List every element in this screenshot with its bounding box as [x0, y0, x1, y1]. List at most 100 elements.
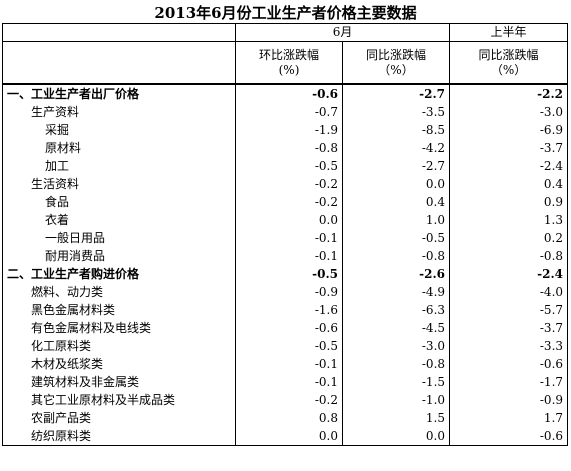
value-cell: -0.8 [235, 139, 343, 157]
header-unit: （%） [378, 62, 414, 77]
row-label: 纺织原料类 [31, 429, 92, 443]
header-col: 同比涨跌幅 （%） [341, 41, 450, 85]
value-cell: -4.0 [449, 283, 568, 301]
row-label: 木材及纸浆类 [31, 357, 104, 371]
table-row: 建筑材料及非金属类 -0.1 -1.5 -1.7 [3, 373, 568, 391]
value-cell: -3.0 [449, 103, 568, 121]
table-body: 一、工业生产者出厂价格 -0.6 -2.7 -2.2 生产资料 -0.7 -3.5 -3.0 采… [3, 84, 568, 446]
row-label: 建筑材料及非金属类 [31, 375, 140, 389]
value-cell: 0.0 [341, 175, 450, 193]
value-cell: -0.1 [235, 355, 343, 373]
value-cell: 0.0 [341, 427, 450, 446]
value-cell: -0.2 [235, 391, 343, 409]
row-label: 加工 [45, 159, 70, 173]
value-cell: 0.0 [235, 211, 343, 229]
value-cell: -1.0 [341, 391, 450, 409]
value-cell: -4.9 [341, 283, 450, 301]
value-cell: -1.5 [341, 373, 450, 391]
value-cell: -5.7 [449, 301, 568, 319]
value-cell: -0.6 [449, 355, 568, 373]
value-cell: -2.4 [449, 157, 568, 175]
table-row: 黑色金属材料类 -1.6 -6.3 -5.7 [3, 301, 568, 319]
value-cell: -3.0 [341, 337, 450, 355]
table-row: 加工 -0.5 -2.7 -2.4 [3, 157, 568, 175]
table-row: 农副产品类 0.8 1.5 1.7 [3, 409, 568, 427]
value-cell: 0.2 [449, 229, 568, 247]
table-row: 食品 -0.2 0.4 0.9 [3, 193, 568, 211]
header-half: 上半年 [449, 23, 568, 42]
row-label: 耐用消费品 [45, 249, 106, 263]
header-month: 6月 [234, 23, 450, 42]
row-label: 二、工业生产者购进价格 [7, 267, 140, 281]
value-cell: -2.6 [341, 265, 450, 283]
value-cell: -3.7 [449, 319, 568, 337]
row-label: 一、工业生产者出厂价格 [7, 87, 140, 101]
row-label: 黑色金属材料类 [31, 303, 116, 317]
row-label: 其它工业原材料及半成品类 [31, 393, 176, 407]
table-row: 采掘 -1.9 -8.5 -6.9 [3, 121, 568, 139]
value-cell: -3.5 [341, 103, 450, 121]
value-cell: 0.0 [235, 427, 343, 446]
table-row: 木材及纸浆类 -0.1 -0.8 -0.6 [3, 355, 568, 373]
value-cell: 0.8 [235, 409, 343, 427]
row-label: 原材料 [45, 141, 82, 155]
value-cell: -6.3 [341, 301, 450, 319]
value-cell: 0.4 [341, 193, 450, 211]
header-unit: (%) [278, 62, 300, 77]
value-cell: -0.1 [235, 373, 343, 391]
value-cell: -1.9 [235, 121, 343, 139]
table-row: 原材料 -0.8 -4.2 -3.7 [3, 139, 568, 157]
header-text: 同比涨跌幅 [478, 47, 539, 62]
row-label: 衣着 [45, 213, 70, 227]
value-cell: -3.3 [449, 337, 568, 355]
table-row: 纺织原料类 0.0 0.0 -0.6 [3, 427, 568, 446]
table-row: 一般日用品 -0.1 -0.5 0.2 [3, 229, 568, 247]
header-col: 同比涨跌幅 （%） [449, 41, 568, 85]
header-col: 环比涨跌幅 (%) [235, 41, 343, 85]
row-label: 采掘 [45, 123, 70, 137]
value-cell: -0.8 [449, 247, 568, 265]
row-label: 燃料、动力类 [31, 285, 104, 299]
table-row: 化工原料类 -0.5 -3.0 -3.3 [3, 337, 568, 355]
value-cell: -2.7 [341, 157, 450, 175]
title: 2013年6月份工业生产者价格主要数据 [154, 4, 417, 22]
value-cell: -1.6 [235, 301, 343, 319]
value-cell: 1.3 [449, 211, 568, 229]
value-cell: -4.2 [341, 139, 450, 157]
value-cell: -0.7 [235, 103, 343, 121]
table-row: 生活资料 -0.2 0.0 0.4 [3, 175, 568, 193]
value-cell: -0.5 [235, 157, 343, 175]
value-cell: -0.6 [449, 427, 568, 446]
value-cell: -0.2 [235, 193, 343, 211]
value-cell: -0.6 [235, 319, 343, 337]
table-row: 衣着 0.0 1.0 1.3 [3, 211, 568, 229]
value-cell: -2.4 [449, 265, 568, 283]
table-row: 耐用消费品 -0.1 -0.8 -0.8 [3, 247, 568, 265]
value-cell: -2.2 [449, 84, 568, 103]
value-cell: 1.0 [341, 211, 450, 229]
value-cell: -8.5 [341, 121, 450, 139]
value-cell: -6.9 [449, 121, 568, 139]
value-cell: -0.2 [235, 175, 343, 193]
value-cell: -2.7 [341, 84, 450, 103]
table-row: 二、工业生产者购进价格 -0.5 -2.6 -2.4 [3, 265, 568, 283]
row-label: 生活资料 [31, 177, 80, 191]
value-cell: -0.1 [235, 229, 343, 247]
header-cell [2, 41, 236, 85]
table-row: 一、工业生产者出厂价格 -0.6 -2.7 -2.2 [3, 84, 568, 103]
table-row: 其它工业原材料及半成品类 -0.2 -1.0 -0.9 [3, 391, 568, 409]
value-cell: 1.7 [449, 409, 568, 427]
header-text: 同比涨跌幅 [366, 47, 427, 62]
row-label: 农副产品类 [31, 411, 92, 425]
row-label: 生产资料 [31, 105, 80, 119]
value-cell: -0.5 [235, 265, 343, 283]
row-label: 化工原料类 [31, 339, 92, 353]
value-cell: 1.5 [341, 409, 450, 427]
table-row: 燃料、动力类 -0.9 -4.9 -4.0 [3, 283, 568, 301]
value-cell: -0.8 [341, 355, 450, 373]
header-unit: （%） [490, 62, 527, 77]
row-label: 食品 [45, 195, 70, 209]
value-cell: 0.4 [449, 175, 568, 193]
value-cell: -0.9 [449, 391, 568, 409]
